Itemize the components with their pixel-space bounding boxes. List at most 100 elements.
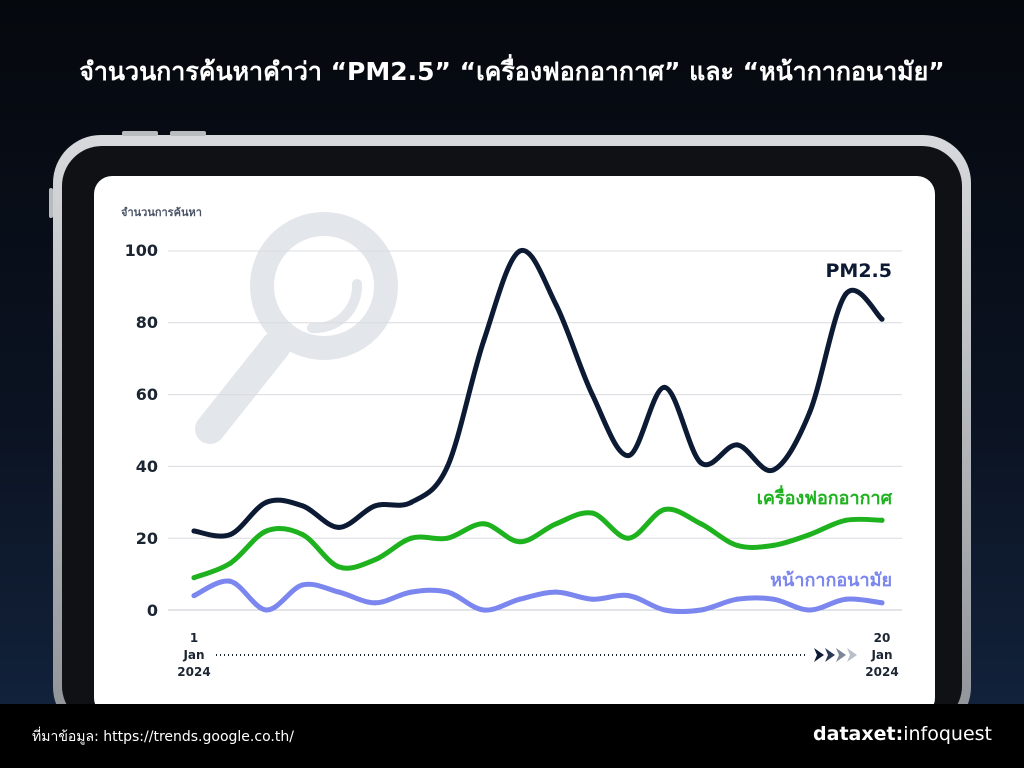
- y-tick-labels: 100 80 60 40 20 0: [125, 241, 158, 620]
- data-point-mask: [589, 596, 595, 602]
- y-tick-label: 80: [136, 313, 158, 332]
- data-point-pm25: [589, 392, 595, 398]
- data-point-pm25: [553, 302, 559, 308]
- arrow-chevron: [847, 648, 857, 662]
- y-tick-label: 100: [125, 241, 158, 260]
- arrow-chevron: [825, 648, 835, 662]
- data-point-purifier: [336, 564, 342, 570]
- x-end-year: 2024: [865, 665, 898, 679]
- arrow-chevron: [814, 648, 824, 662]
- data-point-pm25: [626, 453, 632, 459]
- data-point-mask: [227, 578, 233, 584]
- line-chart: จำนวนการค้นหา 100 80 60 40 20 0 PM2.5 เค…: [121, 206, 902, 679]
- data-point-purifier: [553, 521, 559, 527]
- data-point-mask: [662, 607, 668, 613]
- data-point-mask: [408, 589, 414, 595]
- data-point-mask: [626, 593, 632, 599]
- y-axis-label: จำนวนการค้นหา: [121, 206, 202, 219]
- data-point-pm25: [843, 291, 849, 297]
- data-point-purifier: [263, 528, 269, 534]
- data-point-mask: [372, 600, 378, 606]
- y-tick-label: 60: [136, 385, 158, 404]
- y-tick-label: 20: [136, 529, 158, 548]
- data-point-pm25: [734, 442, 740, 448]
- data-point-purifier: [734, 542, 740, 548]
- data-point-mask: [553, 589, 559, 595]
- footer-bar: [0, 704, 1024, 768]
- fast-forward-icon: [814, 648, 857, 662]
- data-point-mask: [517, 596, 523, 602]
- data-point-purifier: [372, 557, 378, 563]
- data-point-pm25: [372, 503, 378, 509]
- x-start-month: Jan: [182, 648, 204, 662]
- series-line-mask: [191, 578, 885, 615]
- data-point-purifier: [517, 539, 523, 545]
- data-point-purifier: [879, 517, 885, 523]
- magnifier-handle: [195, 331, 291, 444]
- data-point-mask: [481, 607, 487, 613]
- tablet-top-button-right: [170, 131, 206, 136]
- source-credit: ที่มาข้อมูล: https://trends.google.co.th…: [32, 729, 294, 745]
- y-tick-label: 40: [136, 457, 158, 476]
- brand-logo: dataxet:infoquest: [813, 723, 992, 745]
- arrow-chevron: [836, 648, 846, 662]
- data-point-pm25: [444, 463, 450, 469]
- data-point-purifier: [444, 535, 450, 541]
- data-point-pm25: [662, 384, 668, 390]
- x-end-month: Jan: [870, 648, 892, 662]
- brand-logo-separator: :: [895, 723, 904, 745]
- data-point-mask: [770, 596, 776, 602]
- series-line-purifier: [191, 506, 885, 581]
- data-point-purifier: [408, 535, 414, 541]
- data-point-pm25: [879, 316, 885, 322]
- x-end-day: 20: [874, 631, 891, 645]
- legend-label-purifier: เครื่องฟอกอากาศ: [757, 485, 893, 509]
- data-point-pm25: [408, 499, 414, 505]
- data-point-purifier: [300, 532, 306, 538]
- data-point-mask: [807, 607, 813, 613]
- data-point-pm25: [227, 532, 233, 538]
- data-point-mask: [444, 589, 450, 595]
- data-point-pm25: [807, 410, 813, 416]
- data-point-purifier: [589, 510, 595, 516]
- legend-label-mask: หน้ากากอนามัย: [770, 570, 892, 591]
- data-point-purifier: [227, 560, 233, 566]
- data-point-purifier: [843, 517, 849, 523]
- data-point-pm25: [770, 467, 776, 473]
- legend-label-pm25: PM2.5: [826, 260, 893, 282]
- data-point-mask: [843, 596, 849, 602]
- data-point-mask: [191, 593, 197, 599]
- data-point-pm25: [300, 503, 306, 509]
- data-point-purifier: [662, 506, 668, 512]
- data-point-purifier: [626, 535, 632, 541]
- gridlines: [168, 250, 902, 611]
- x-end-label: 20 Jan 2024: [865, 631, 898, 679]
- series-points: [191, 248, 885, 613]
- y-tick-label: 0: [147, 601, 158, 620]
- data-point-mask: [734, 596, 740, 602]
- data-point-purifier: [807, 532, 813, 538]
- x-start-label: 1 Jan 2024: [177, 631, 210, 679]
- data-point-mask: [263, 607, 269, 613]
- data-point-pm25: [517, 248, 523, 254]
- data-point-mask: [698, 607, 704, 613]
- page-headline: จำนวนการค้นหาคำว่า “PM2.5” “เครื่องฟอกอา…: [79, 57, 945, 86]
- data-point-pm25: [263, 499, 269, 505]
- tablet-screen: จำนวนการค้นหา 100 80 60 40 20 0 PM2.5 เค…: [94, 176, 935, 716]
- data-point-pm25: [336, 524, 342, 530]
- tablet-side-button: [49, 188, 53, 218]
- data-point-mask: [300, 582, 306, 588]
- data-point-pm25: [481, 338, 487, 344]
- magnifier-icon: [195, 212, 398, 444]
- brand-logo-part2: infoquest: [903, 723, 992, 745]
- data-point-mask: [879, 600, 885, 606]
- data-point-pm25: [191, 528, 197, 534]
- magnifier-lens: [250, 212, 398, 360]
- data-point-purifier: [698, 521, 704, 527]
- data-point-purifier: [770, 542, 776, 548]
- data-point-pm25: [698, 460, 704, 466]
- brand-logo-part1: dataxet: [813, 723, 896, 745]
- magnifier-glare: [307, 279, 363, 334]
- data-point-mask: [336, 589, 342, 595]
- data-point-purifier: [191, 575, 197, 581]
